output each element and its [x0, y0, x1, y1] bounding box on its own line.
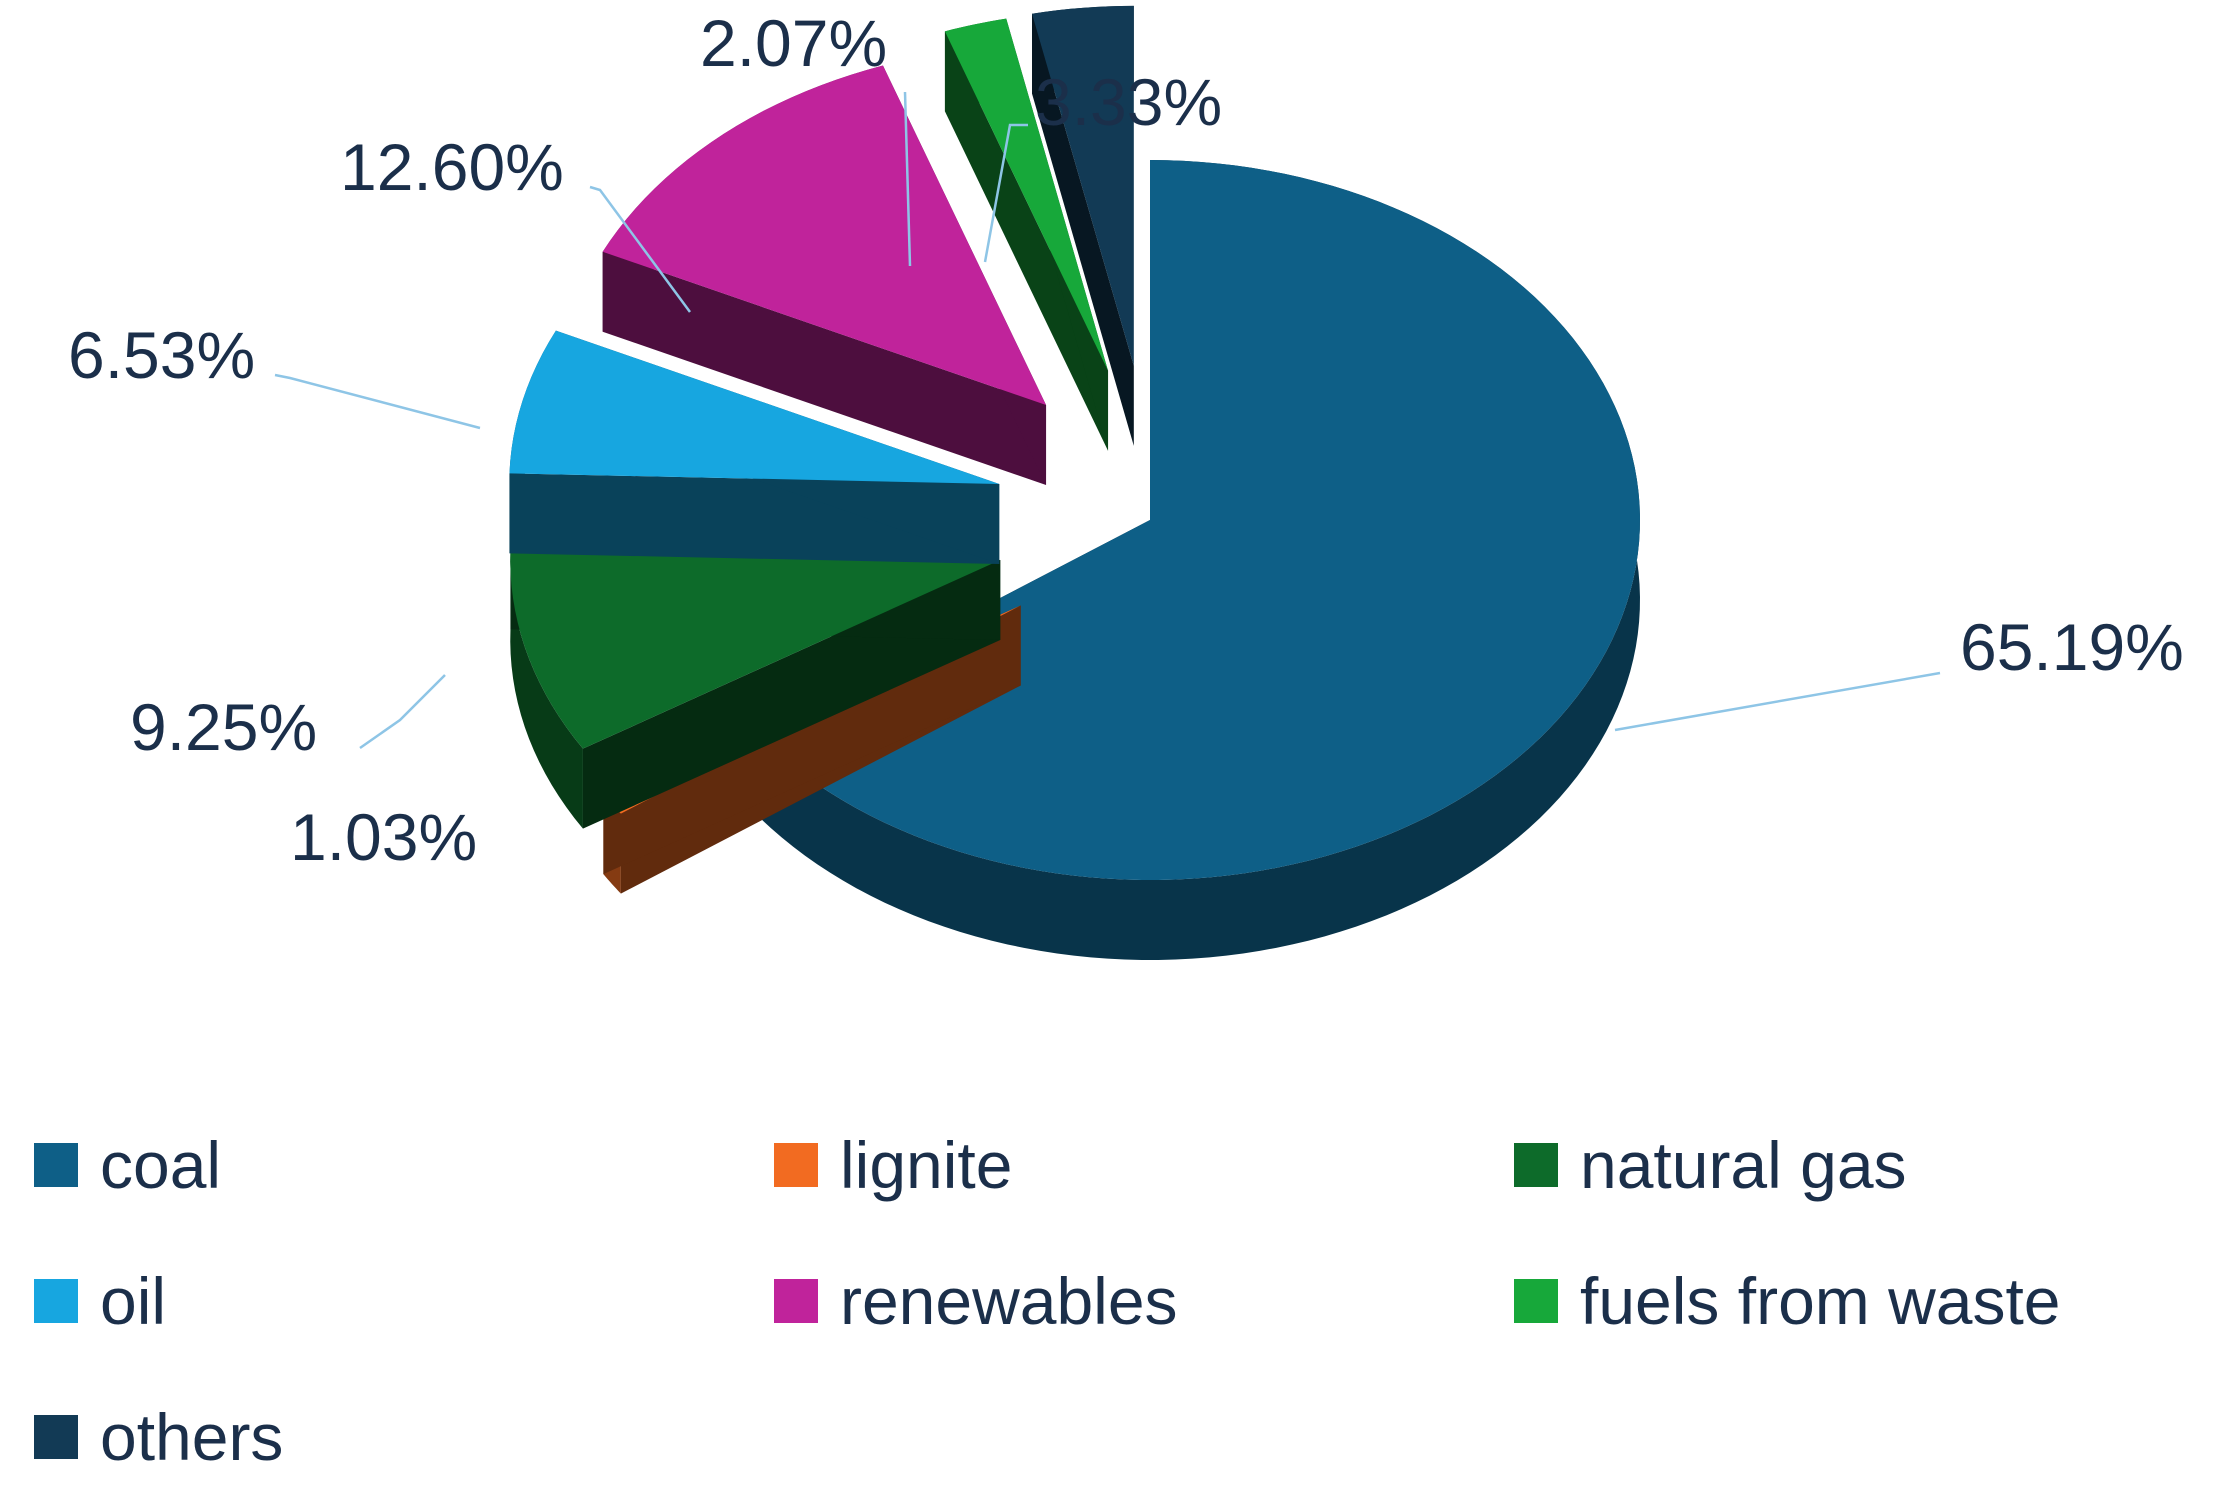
legend-swatch: [34, 1279, 78, 1323]
legend-item-lignite: lignite: [774, 1120, 1514, 1210]
legend: coal lignite natural gas oil renewables fuels…: [34, 1120, 2184, 1482]
legend-swatch: [1514, 1279, 1558, 1323]
legend-swatch: [774, 1279, 818, 1323]
legend-label: natural gas: [1580, 1128, 1907, 1202]
legend-label: coal: [100, 1128, 222, 1202]
data-label-others: 3.33%: [1035, 65, 1222, 139]
legend-swatch: [34, 1143, 78, 1187]
pie-slice-top: [509, 330, 1000, 484]
legend-label: lignite: [840, 1128, 1013, 1202]
pie-slice-oil: [509, 330, 1000, 564]
pie-slice-top: [1032, 5, 1134, 366]
leader-line-natural-gas: [359, 674, 446, 750]
pie-slice-top: [944, 18, 1109, 371]
legend-item-natural-gas: natural gas: [1514, 1120, 2184, 1210]
legend-label: fuels from waste: [1580, 1264, 2061, 1338]
legend-swatch: [774, 1143, 818, 1187]
pie-slice-others: [1032, 5, 1134, 446]
pie-slice-wall: [944, 31, 1109, 451]
data-label-natural-gas: 9.25%: [130, 690, 317, 764]
data-label-coal: 65.19%: [1960, 610, 2184, 684]
legend-item-coal: coal: [34, 1120, 774, 1210]
legend-item-fuels-from-waste: fuels from waste: [1514, 1256, 2184, 1346]
pie-slice-top: [510, 549, 1001, 749]
legend-label: oil: [100, 1264, 167, 1338]
legend-item-renewables: renewables: [774, 1256, 1514, 1346]
legend-label: renewables: [840, 1264, 1178, 1338]
pie-slice-natural-gas: [510, 549, 1001, 829]
leader-line-coal: [1614, 671, 1941, 732]
pie-slice-wall: [1032, 13, 1134, 446]
pie-slice-top: [602, 65, 1047, 406]
legend-item-oil: oil: [34, 1256, 774, 1346]
data-label-renewables: 12.60%: [340, 130, 564, 204]
leader-line-renewables: [589, 185, 692, 313]
legend-label: others: [100, 1400, 284, 1474]
data-label-oil: 6.53%: [68, 318, 255, 392]
legend-item-others: others: [34, 1392, 774, 1482]
data-label-fuels-from-waste: 2.07%: [700, 6, 887, 80]
legend-swatch: [1514, 1143, 1558, 1187]
leader-line-fuels-from-waste: [903, 91, 912, 267]
data-label-lignite: 1.03%: [290, 800, 477, 874]
pie-slice-wall: [602, 251, 1047, 486]
pie-slice-side: [510, 549, 583, 829]
legend-swatch: [34, 1415, 78, 1459]
pie-slice-renewables: [602, 65, 1047, 486]
pie-slice-fuels-from-waste: [944, 18, 1109, 451]
leader-line-oil: [274, 373, 481, 430]
leader-line-others: [983, 123, 1028, 263]
